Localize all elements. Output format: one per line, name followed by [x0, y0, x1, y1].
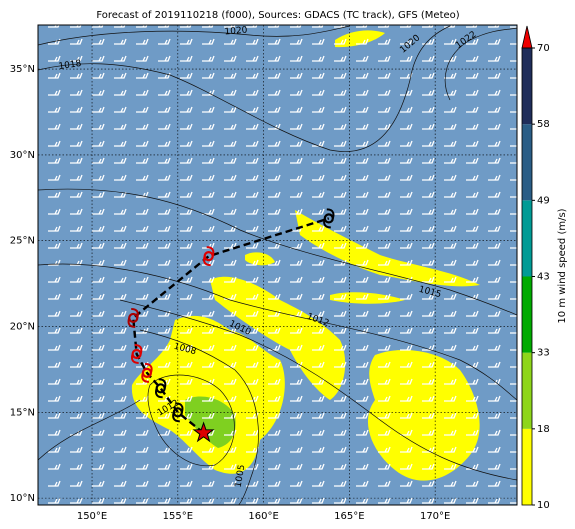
cyclone-center	[155, 383, 166, 394]
cyclone-center	[323, 213, 334, 224]
x-tick-label: 160°E	[248, 511, 278, 522]
isobar-label: 1020	[224, 25, 248, 37]
colorbar-tick-label: 18	[537, 424, 550, 435]
isobar-label: 1018	[58, 59, 82, 72]
y-tick-label: 35°N	[10, 64, 35, 75]
colorbar-label: 10 m wind speed (m/s)	[557, 208, 568, 323]
map-frame	[37, 24, 518, 506]
colorbar-segment	[522, 124, 532, 201]
y-tick-label: 25°N	[10, 236, 35, 247]
colorbar-tick-label: 58	[537, 119, 550, 130]
x-tick-label: 155°E	[163, 511, 193, 522]
colorbar-extend	[521, 25, 533, 49]
y-tick-label: 10°N	[10, 493, 35, 504]
colorbar-segment	[522, 276, 532, 353]
y-tick-label: 20°N	[10, 322, 35, 333]
isobar-label: 1005	[234, 464, 248, 488]
colorbar-tick-label: 43	[537, 272, 550, 283]
colorbar-tick-label: 70	[537, 43, 550, 54]
colorbar-segment	[522, 200, 532, 277]
current-position	[192, 421, 215, 443]
colorbar-segment	[522, 428, 532, 505]
title: Forecast of 2019110218 (f000), Sources: …	[96, 10, 459, 21]
colorbar-tick-label: 33	[537, 348, 550, 359]
colorbar-segment	[522, 352, 532, 429]
cyclone-center	[131, 348, 142, 360]
x-tick-label: 150°E	[77, 511, 107, 522]
map-area	[38, 25, 517, 505]
colorbar-tick-label: 49	[537, 195, 550, 206]
cyclone-center	[128, 312, 139, 324]
x-tick-label: 170°E	[420, 511, 450, 522]
colorbar-segment	[522, 48, 532, 125]
colorbar-tick-label: 10	[537, 500, 550, 511]
x-tick-label: 165°E	[334, 511, 364, 522]
wind-barbs	[38, 25, 517, 505]
y-tick-label: 30°N	[10, 150, 35, 161]
cyclone-center	[203, 251, 214, 262]
isobars	[38, 25, 517, 505]
cyclone-center	[172, 407, 183, 418]
cyclone-center	[141, 367, 153, 378]
y-tick-label: 15°N	[10, 407, 35, 418]
